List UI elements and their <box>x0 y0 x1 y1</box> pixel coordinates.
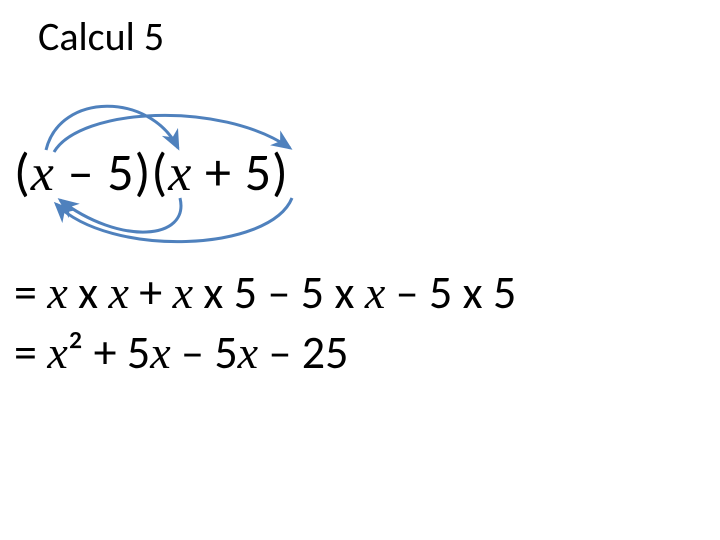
source-expression: (x – 5)(x + 5) <box>14 140 289 204</box>
minus-5: – 5 <box>171 325 238 381</box>
expansion-step-1: = x x x + x x 5 – 5 x x – 5 x 5 <box>14 265 516 321</box>
plus-5: + 5 <box>83 325 150 381</box>
tail-2: – 25 <box>258 325 348 381</box>
var-x-b: x <box>108 267 128 318</box>
var-x-f: x <box>238 327 258 378</box>
var-x-a: x <box>47 267 67 318</box>
equals-2: = <box>14 325 47 381</box>
var-x-e: x <box>150 327 170 378</box>
page-title: Calcul 5 <box>38 12 164 61</box>
squared: ² <box>68 325 83 381</box>
var-x-c: x <box>173 267 193 318</box>
paren-open: ( <box>14 140 31 204</box>
expansion-step-2: = x² + 5x – 5x – 25 <box>14 325 348 381</box>
equals-1: = <box>14 265 47 321</box>
var-x-sq: x <box>47 327 67 378</box>
times-5-chain: x 5 – 5 x <box>193 265 365 321</box>
times-1: x <box>68 265 109 321</box>
minus-five-paren: – 5)( <box>55 140 168 204</box>
tail-1: – 5 x 5 <box>385 265 516 321</box>
var-x-1: x <box>31 145 55 202</box>
var-x-d: x <box>365 267 385 318</box>
plus-mid: + <box>129 265 173 321</box>
var-x-2: x <box>168 145 192 202</box>
plus-five-paren: + 5) <box>192 140 289 204</box>
